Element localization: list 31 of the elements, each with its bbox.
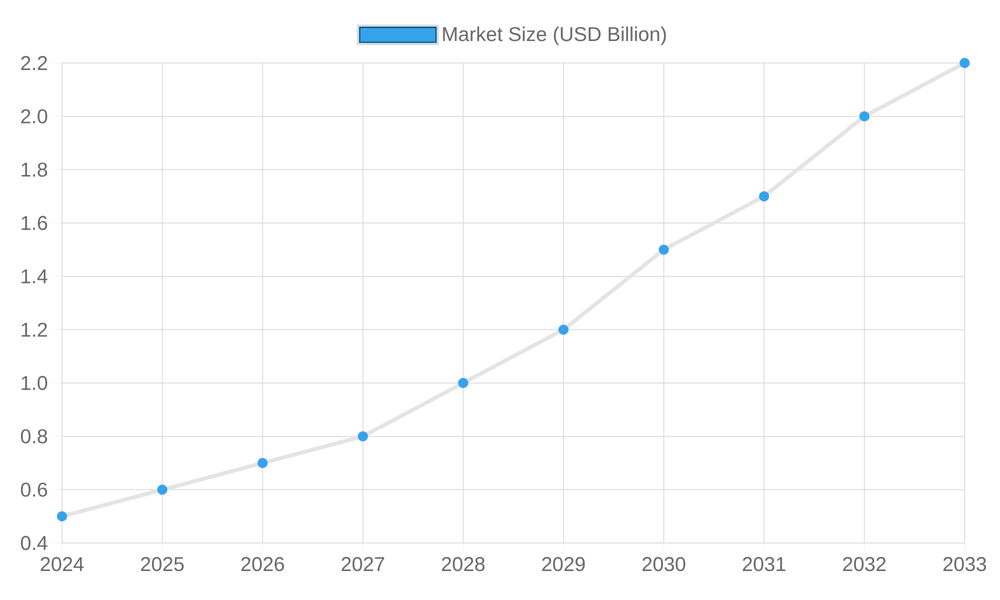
point — [56, 511, 68, 522]
point — [658, 244, 669, 255]
x-tick-label: 2025 — [141, 557, 184, 572]
y-tick-label: 1.8 — [22, 162, 48, 177]
x-tick-label: 2024 — [40, 557, 84, 572]
y-tick-label: 0.8 — [20, 429, 48, 444]
y-tick-label: 1.6 — [22, 216, 48, 230]
point — [960, 58, 970, 68]
y-tick-label: 1.2 — [22, 322, 47, 337]
y-tick-label: 0.4 — [20, 536, 48, 550]
y-tick-label: 1.4 — [22, 269, 48, 284]
x-tick-label: 2030 — [642, 557, 686, 572]
y-tick-label: 1.0 — [22, 376, 48, 390]
point — [759, 191, 770, 202]
point — [358, 431, 368, 442]
y-tick-label: 2.2 — [21, 56, 47, 70]
y-tick-label: 0.6 — [20, 482, 48, 497]
x-tick-label: 2028 — [442, 557, 485, 572]
point — [258, 458, 268, 468]
x-tick-label: 2032 — [843, 557, 886, 572]
point — [558, 324, 569, 335]
x-tick-label: 2029 — [542, 557, 585, 572]
x-tick-label: 2027 — [342, 557, 384, 572]
point — [859, 111, 870, 122]
x-tick-label: 2033 — [943, 557, 986, 572]
x-tick-label: 2026 — [241, 557, 284, 572]
legend-label: Market Size (USD Billion) — [443, 26, 666, 46]
x-tick-label: 2031 — [742, 557, 786, 572]
point — [157, 484, 168, 495]
point — [458, 378, 468, 388]
y-tick-label: 2.0 — [21, 109, 48, 124]
